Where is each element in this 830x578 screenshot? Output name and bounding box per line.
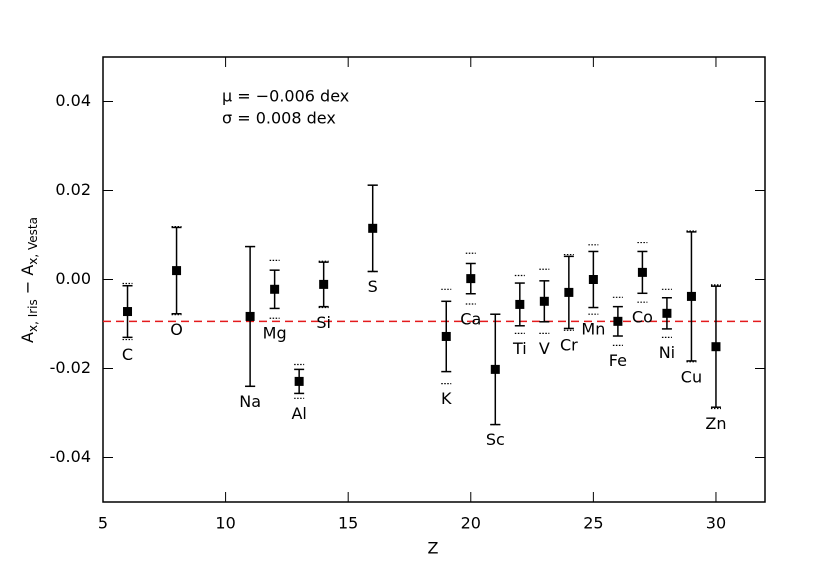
point-label: S — [368, 277, 378, 296]
point — [515, 299, 525, 309]
y-tick-label: 0.00 — [55, 269, 91, 288]
point-label: Na — [239, 392, 261, 411]
point-label: Mg — [263, 324, 287, 343]
y-title-part: A — [18, 332, 37, 343]
y-axis-title: Ax, Iris − Ax, Vesta — [18, 217, 40, 343]
point — [588, 275, 598, 284]
x-axis-title: Z — [428, 539, 439, 558]
point — [123, 307, 133, 317]
point-label: Ti — [512, 339, 527, 358]
point — [441, 331, 451, 341]
y-tick-label: 0.04 — [55, 91, 91, 110]
point — [368, 223, 378, 233]
point — [662, 308, 672, 318]
point-label: O — [170, 320, 183, 339]
y-tick-label: 0.02 — [55, 180, 91, 199]
point — [294, 376, 304, 386]
point — [490, 364, 500, 374]
point-label: Co — [632, 308, 653, 327]
point-label: Fe — [609, 351, 627, 370]
point — [245, 311, 255, 321]
point-label: Cu — [681, 367, 702, 386]
y-tick-label: -0.04 — [50, 447, 91, 466]
point — [686, 291, 696, 301]
point — [172, 266, 182, 276]
point-label: Si — [316, 313, 331, 332]
y-title-sub: x, Iris — [26, 299, 40, 332]
point — [613, 316, 623, 326]
point — [637, 267, 647, 277]
x-tick-label: 25 — [583, 514, 603, 533]
point-label: Zn — [705, 414, 726, 433]
x-tick-label: 30 — [706, 514, 726, 533]
point-label: Al — [291, 404, 306, 423]
x-tick-label: 15 — [338, 514, 358, 533]
point — [319, 279, 329, 289]
point — [711, 342, 721, 352]
x-tick-label: 5 — [98, 514, 108, 533]
plot-frame — [102, 56, 766, 503]
point-label: C — [122, 345, 133, 364]
point-label: Mn — [581, 320, 605, 339]
point-label: K — [441, 389, 452, 408]
point — [539, 296, 549, 306]
point-label: Ca — [460, 309, 481, 328]
y-title-sub: x, Vesta — [26, 217, 40, 265]
x-tick-label: 20 — [461, 514, 481, 533]
annotation: σ = 0.008 dex — [222, 109, 336, 128]
point-label: Ni — [659, 343, 675, 362]
point — [270, 284, 280, 294]
point — [466, 274, 476, 284]
point-label: Sc — [486, 430, 505, 449]
point — [564, 287, 574, 297]
y-title-part: − A — [18, 265, 37, 300]
y-tick-label: -0.02 — [50, 358, 91, 377]
x-tick-label: 10 — [215, 514, 235, 533]
annotation: μ = −0.006 dex — [222, 87, 349, 106]
point-label: Cr — [560, 336, 578, 355]
point-label: V — [539, 339, 550, 358]
